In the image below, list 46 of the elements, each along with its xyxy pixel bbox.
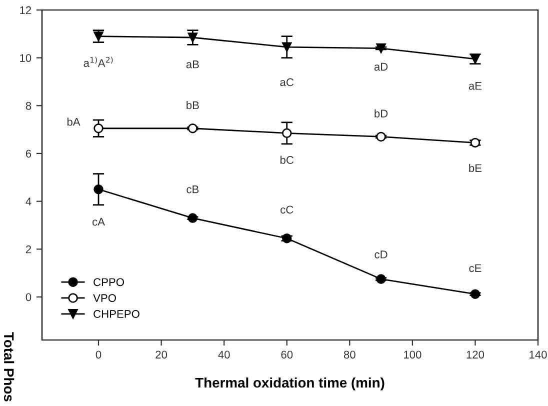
y-tick-label: 6 [26,150,32,158]
x-tick-label: 0 [96,350,102,359]
point [376,274,386,284]
y-axis-title: Total Phos [4,332,14,402]
annotation: bC [280,156,294,164]
legend-label: CPPO [94,278,124,286]
x-tick-label: 20 [156,350,168,359]
annotation: aB [186,60,199,68]
annotation: cD [374,250,388,258]
annotation: bE [469,164,482,172]
point [282,42,292,52]
y-tick-label: 2 [26,245,32,254]
point [188,124,198,134]
annotation: cB [186,185,199,194]
y-tick-label: 8 [26,102,32,110]
x-tick-label: 140 [530,350,547,359]
x-tick-label: 80 [344,350,356,359]
x-tick-label: 40 [218,350,230,359]
annotation: aE [468,82,482,90]
annotation: bA [67,118,80,126]
annotation: cA [92,218,105,226]
point [94,184,104,194]
x-axis-title: Thermal oxidation time (min) [195,377,384,390]
point [94,124,104,134]
annotation: aC [280,78,294,86]
y-tick-label: 12 [20,6,32,14]
x-tick-label: 120 [466,350,484,359]
annotation: a$^{1)}$A$^{2)}$ [84,56,113,67]
point [376,132,386,142]
point [188,213,198,223]
point [282,128,292,138]
y-tick-label: 0 [26,293,32,302]
annotation: bD [374,109,388,118]
annotation: bB [186,100,199,110]
legend-label: VPO [93,294,116,302]
annotation: cE [469,264,482,272]
y-tick-label: 10 [20,54,32,62]
point [188,32,198,42]
legend-label: CHPEPO [94,310,140,318]
x-tick-label: 100 [404,350,422,359]
annotation: cC [280,206,294,214]
y-tick-label: 4 [26,198,32,206]
x-tick-label: 60 [281,350,293,359]
annotation: aD [374,62,388,71]
point [376,43,386,54]
point [470,289,480,299]
